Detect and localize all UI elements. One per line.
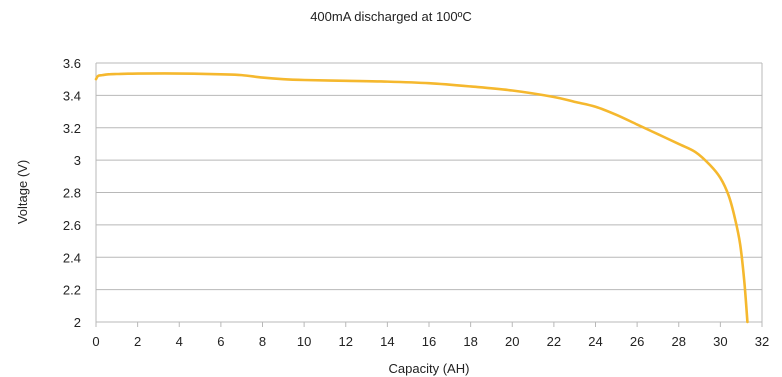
x-tick-label: 18 — [463, 334, 477, 349]
x-tick-label: 10 — [297, 334, 311, 349]
x-tick-label: 0 — [92, 334, 99, 349]
x-tick-label: 14 — [380, 334, 394, 349]
x-tick-label: 6 — [217, 334, 224, 349]
x-tick-label: 24 — [588, 334, 602, 349]
y-tick-label: 3.6 — [63, 56, 81, 71]
chart-title: 400mA discharged at 100ºC — [310, 9, 472, 24]
x-tick-label: 20 — [505, 334, 519, 349]
grid-lines — [96, 62, 762, 323]
y-axis-title: Voltage (V) — [15, 160, 30, 224]
y-tick-label: 2 — [74, 315, 81, 330]
x-tick-labels: 0 2 4 6 8 10 12 14 16 18 20 22 24 26 28 30 32 — [92, 334, 769, 349]
series-line — [94, 72, 749, 324]
x-tick-label: 8 — [259, 334, 266, 349]
y-tick-label: 3.2 — [63, 121, 81, 136]
x-tick-label: 2 — [134, 334, 141, 349]
x-tick-label: 30 — [713, 334, 727, 349]
series-layer — [94, 72, 749, 324]
axes — [95, 63, 763, 327]
y-tick-label: 2.6 — [63, 218, 81, 233]
x-tick-label: 12 — [339, 334, 353, 349]
y-tick-label: 3.4 — [63, 88, 81, 103]
x-tick-label: 4 — [176, 334, 183, 349]
y-tick-label: 3 — [74, 153, 81, 168]
y-tick-label: 2.4 — [63, 250, 81, 265]
x-tick-label: 22 — [547, 334, 561, 349]
x-tick-label: 26 — [630, 334, 644, 349]
x-tick-label: 16 — [422, 334, 436, 349]
y-tick-label: 2.8 — [63, 186, 81, 201]
y-tick-label: 2.2 — [63, 283, 81, 298]
x-tick-label: 32 — [755, 334, 769, 349]
y-tick-labels: 3.6 3.4 3.2 3 2.8 2.6 2.4 2.2 2 — [63, 56, 81, 330]
x-axis-title: Capacity (AH) — [389, 361, 470, 376]
x-tick-label: 28 — [672, 334, 686, 349]
